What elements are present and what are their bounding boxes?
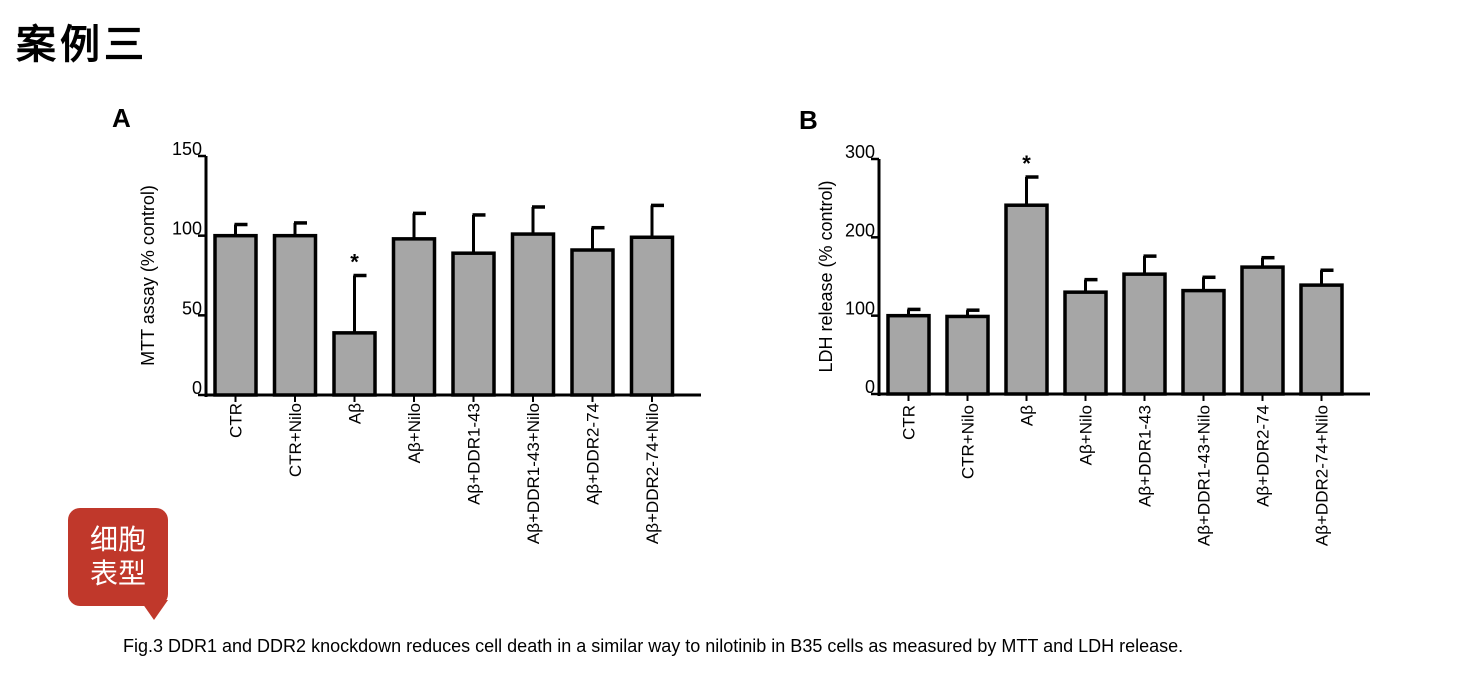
- category-label-b: Aβ+DDR1-43: [1136, 405, 1155, 507]
- bar-b: [1004, 203, 1049, 396]
- category-label-a: CTR+Nilo: [286, 403, 305, 477]
- y-tick-label-b: 300: [845, 142, 875, 162]
- bar-b: [886, 313, 931, 396]
- bar-a: [213, 233, 258, 397]
- y-tick-label-a: 100: [172, 219, 202, 239]
- category-label-a: Aβ+DDR1-43: [465, 403, 484, 505]
- y-tick-label-a: 50: [182, 298, 202, 318]
- badge-label: 细胞表型: [89, 523, 146, 590]
- chart-panel-a: A MTT assay (% control) 0 50 100 150 CTR CTR+Ni…: [112, 103, 701, 544]
- bar-a: [570, 248, 615, 397]
- y-axis-label-b: LDH release (% control): [816, 180, 836, 372]
- category-label-a: Aβ+DDR1-43+Nilo: [524, 403, 543, 544]
- significance-marker-b: *: [1022, 151, 1031, 176]
- bar-b: [945, 314, 990, 396]
- bar-b: [1299, 283, 1344, 396]
- category-label-a: Aβ: [346, 403, 365, 424]
- y-tick-label-a: 150: [172, 139, 202, 159]
- category-label-a: Aβ+DDR2-74+Nilo: [643, 403, 662, 544]
- page-title: 案例三: [16, 21, 148, 68]
- significance-marker-a: *: [350, 250, 359, 275]
- bar-b: [1240, 265, 1285, 396]
- y-tick-label-b: 0: [865, 377, 875, 397]
- category-label-b: CTR: [900, 405, 919, 440]
- category-label-b: Aβ: [1018, 405, 1037, 426]
- cell-phenotype-badge: 细胞表型: [68, 508, 168, 606]
- category-label-b: Aβ+DDR2-74: [1254, 405, 1273, 507]
- bar-a: [332, 331, 377, 397]
- badge-pointer: [140, 600, 168, 620]
- bar-a: [391, 237, 437, 397]
- figure-caption: Fig.3 DDR1 and DDR2 knockdown reduces ce…: [123, 636, 1184, 656]
- category-label-b: Aβ+Nilo: [1077, 405, 1096, 465]
- category-label-b: Aβ+DDR1-43+Nilo: [1195, 405, 1214, 546]
- chart-panel-b: B LDH release (% control) 0 100 200 300 CTR CTR…: [799, 105, 1370, 546]
- bar-a: [510, 232, 556, 397]
- panel-letter-a: A: [112, 103, 131, 133]
- category-label-a: Aβ+Nilo: [405, 403, 424, 463]
- bar-b: [1063, 290, 1108, 396]
- y-tick-label-b: 100: [845, 299, 875, 319]
- y-tick-label-b: 200: [845, 220, 875, 240]
- category-label-b: Aβ+DDR2-74+Nilo: [1313, 405, 1332, 546]
- bar-a: [629, 235, 675, 397]
- category-label-a: Aβ+DDR2-74: [584, 403, 603, 505]
- category-label-b: CTR+Nilo: [959, 405, 978, 479]
- y-tick-label-a: 0: [192, 378, 202, 398]
- bar-a: [272, 233, 318, 397]
- panel-letter-b: B: [799, 105, 818, 135]
- bar-b: [1122, 272, 1167, 396]
- bar-a: [451, 251, 496, 397]
- bar-b: [1181, 288, 1226, 396]
- category-label-a: CTR: [227, 403, 246, 438]
- y-axis-label-a: MTT assay (% control): [138, 185, 158, 366]
